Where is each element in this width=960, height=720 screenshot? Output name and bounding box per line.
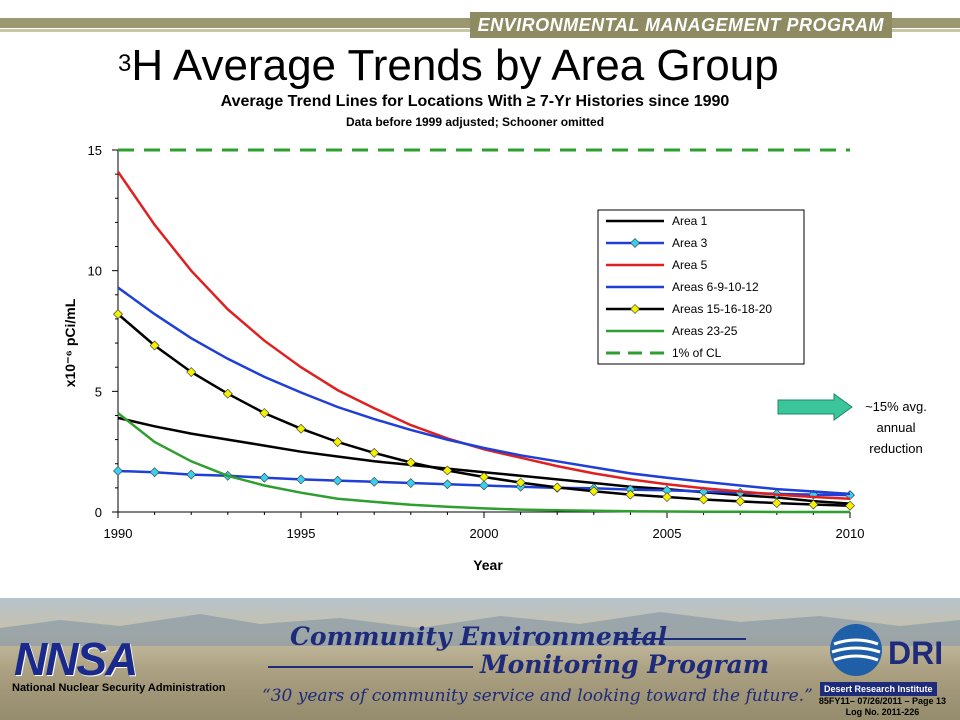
- data-point: [259, 472, 270, 483]
- x-axis-label: Year: [473, 557, 503, 573]
- data-point: [149, 340, 160, 351]
- data-point: [808, 499, 819, 510]
- program-name-line2: Monitoring Program: [480, 650, 770, 679]
- data-point: [479, 480, 489, 491]
- chart-title: Average Trend Lines for Locations With ≥…: [221, 93, 730, 110]
- data-point: [332, 475, 343, 486]
- data-point: [222, 388, 233, 399]
- data-point: [845, 500, 855, 511]
- y-tick-label: 15: [88, 143, 102, 158]
- legend-label: Area 5: [672, 258, 708, 272]
- data-point: [442, 465, 453, 476]
- y-tick-label: 5: [95, 384, 102, 399]
- footer-banner: NNSA National Nuclear Security Administr…: [0, 598, 960, 720]
- data-point: [405, 457, 416, 468]
- data-point: [442, 479, 453, 490]
- series-line-6: [117, 412, 850, 514]
- legend-marker: [630, 238, 640, 248]
- annotation-text: annual: [876, 420, 915, 435]
- data-point: [113, 309, 123, 320]
- data-point: [515, 477, 526, 488]
- data-point: [662, 492, 672, 502]
- data-point: [588, 486, 599, 497]
- page-info-line2: Log No. 2011-226: [845, 707, 920, 717]
- data-point: [149, 467, 160, 478]
- data-point: [625, 489, 636, 500]
- nnsa-name: National Nuclear Security Administration: [12, 682, 226, 694]
- desert-ground: [0, 646, 960, 720]
- page-info: 85FY11– 07/26/2011 – Page 13 Log No. 201…: [819, 696, 946, 718]
- slide-title-text: H Average Trends by Area Group: [131, 41, 779, 90]
- x-tick-label: 2005: [653, 526, 682, 541]
- data-point: [405, 478, 416, 488]
- program-rule-2: [268, 666, 473, 668]
- data-point: [369, 447, 380, 458]
- annotation-text: ~15% avg.: [865, 399, 927, 414]
- dri-logo-text: DRI: [888, 635, 943, 671]
- legend-label: 1% of CL: [672, 346, 722, 360]
- x-tick-label: 2000: [470, 526, 499, 541]
- data-point: [735, 496, 746, 507]
- legend-label: Area 3: [672, 236, 708, 250]
- program-quote: “30 years of community service and looki…: [262, 686, 813, 706]
- y-axis-label: x10⁻⁶ pCi/mL: [62, 298, 78, 387]
- x-tick-label: 1995: [287, 526, 316, 541]
- data-point: [296, 423, 306, 434]
- legend-label: Areas 23-25: [672, 324, 738, 338]
- data-point: [259, 408, 270, 418]
- y-tick-label: 0: [95, 505, 102, 520]
- trend-chart: Average Trend Lines for Locations With ≥…: [62, 93, 927, 573]
- mountain-silhouette: [0, 612, 960, 646]
- program-rule-1: [616, 638, 746, 640]
- x-tick-label: 2010: [836, 526, 865, 541]
- series-line-3: [116, 170, 851, 500]
- legend-label: Areas 15-16-18-20: [672, 302, 772, 316]
- dri-name: Desert Research Institute: [820, 682, 937, 696]
- annotation-text: reduction: [869, 441, 922, 456]
- nnsa-logo: NNSA: [14, 633, 138, 685]
- y-tick-label: 10: [88, 264, 102, 279]
- dri-logo: DRI: [830, 624, 943, 676]
- data-point: [296, 474, 306, 485]
- slide-title-superscript: 3: [118, 50, 132, 77]
- page-info-line1: 85FY11– 07/26/2011 – Page 13: [818, 696, 946, 706]
- data-point: [113, 466, 123, 476]
- program-name-line1: Community Environmental: [290, 622, 668, 651]
- chart-subtitle: Data before 1999 adjusted; Schooner omit…: [346, 115, 604, 129]
- legend-label: Areas 6-9-10-12: [672, 280, 759, 294]
- x-tick-label: 1990: [104, 526, 133, 541]
- data-point: [186, 367, 197, 377]
- reduction-arrow: [777, 393, 853, 421]
- legend-label: Area 1: [672, 214, 708, 228]
- legend-marker: [630, 304, 640, 314]
- data-point: [771, 498, 782, 508]
- data-point: [369, 476, 380, 487]
- series-line-4: [117, 286, 851, 496]
- data-point: [332, 437, 343, 447]
- data-point: [552, 482, 563, 493]
- data-point: [479, 472, 489, 482]
- slide-title: 3H Average Trends by Area Group: [118, 40, 779, 92]
- program-title: ENVIRONMENTAL MANAGEMENT PROGRAM: [469, 12, 892, 38]
- data-point: [698, 494, 709, 505]
- data-point: [186, 469, 197, 480]
